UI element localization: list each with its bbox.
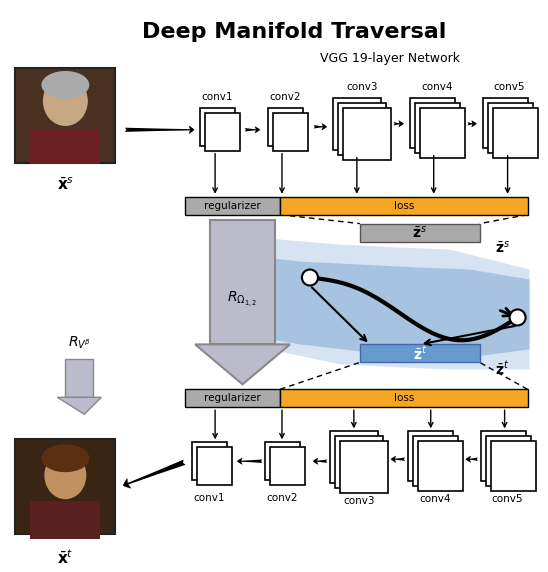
- Bar: [65, 359, 93, 398]
- Ellipse shape: [42, 444, 89, 472]
- Text: conv4: conv4: [421, 82, 453, 92]
- FancyBboxPatch shape: [483, 98, 528, 148]
- Circle shape: [302, 269, 318, 285]
- Bar: [185, 197, 280, 214]
- Text: conv5: conv5: [494, 82, 526, 92]
- FancyBboxPatch shape: [488, 103, 533, 153]
- FancyBboxPatch shape: [486, 436, 530, 486]
- FancyBboxPatch shape: [200, 108, 235, 146]
- Text: $\bar{\mathbf{x}}^t$: $\bar{\mathbf{x}}^t$: [57, 548, 73, 567]
- FancyBboxPatch shape: [330, 431, 378, 483]
- FancyBboxPatch shape: [340, 441, 388, 493]
- Text: $\bar{\mathbf{z}}^t$: $\bar{\mathbf{z}}^t$: [495, 360, 509, 377]
- Ellipse shape: [43, 76, 88, 126]
- FancyBboxPatch shape: [490, 441, 535, 491]
- Text: loss: loss: [393, 201, 414, 210]
- FancyBboxPatch shape: [360, 344, 480, 363]
- Text: conv2: conv2: [266, 493, 298, 503]
- FancyBboxPatch shape: [493, 108, 538, 158]
- Polygon shape: [195, 344, 290, 384]
- FancyBboxPatch shape: [338, 103, 386, 155]
- FancyBboxPatch shape: [360, 224, 480, 241]
- Text: loss: loss: [393, 394, 414, 403]
- FancyBboxPatch shape: [265, 442, 300, 480]
- Text: conv1: conv1: [193, 493, 225, 503]
- Text: $R_{V^{\beta}}$: $R_{V^{\beta}}$: [68, 335, 91, 351]
- Text: $\bar{\mathbf{z}}^t$: $\bar{\mathbf{z}}^t$: [413, 344, 427, 362]
- Text: $\bar{\mathbf{z}}^s$: $\bar{\mathbf{z}}^s$: [495, 240, 510, 256]
- Ellipse shape: [44, 451, 87, 499]
- FancyBboxPatch shape: [333, 98, 381, 150]
- Bar: [185, 390, 280, 407]
- Text: conv3: conv3: [343, 496, 375, 506]
- Bar: [31, 501, 100, 539]
- FancyBboxPatch shape: [192, 442, 227, 480]
- Ellipse shape: [42, 71, 89, 99]
- Text: conv2: conv2: [269, 92, 301, 102]
- Bar: [15, 439, 115, 534]
- FancyBboxPatch shape: [335, 436, 383, 488]
- Text: regularizer: regularizer: [204, 201, 260, 210]
- FancyBboxPatch shape: [205, 113, 240, 151]
- FancyBboxPatch shape: [481, 431, 526, 481]
- Polygon shape: [58, 398, 101, 414]
- Text: conv4: conv4: [419, 494, 450, 504]
- Polygon shape: [240, 255, 529, 358]
- Circle shape: [510, 309, 526, 325]
- Text: regularizer: regularizer: [204, 394, 260, 403]
- FancyBboxPatch shape: [418, 441, 463, 491]
- FancyBboxPatch shape: [343, 108, 391, 160]
- Bar: [15, 68, 115, 162]
- FancyBboxPatch shape: [413, 436, 458, 486]
- Bar: [280, 197, 528, 214]
- Text: conv5: conv5: [492, 494, 523, 504]
- FancyBboxPatch shape: [420, 108, 465, 158]
- FancyBboxPatch shape: [270, 447, 305, 485]
- Text: $\bar{\mathbf{x}}^s$: $\bar{\mathbf{x}}^s$: [56, 177, 74, 193]
- Text: Deep Manifold Traversal: Deep Manifold Traversal: [142, 22, 446, 42]
- FancyBboxPatch shape: [268, 108, 303, 146]
- Bar: [280, 390, 528, 407]
- FancyBboxPatch shape: [408, 431, 453, 481]
- Text: VGG 19-layer Network: VGG 19-layer Network: [320, 52, 460, 65]
- Polygon shape: [225, 228, 529, 370]
- FancyBboxPatch shape: [410, 98, 455, 148]
- Text: $\bar{\mathbf{z}}^s$: $\bar{\mathbf{z}}^s$: [412, 225, 427, 241]
- Bar: [31, 129, 100, 165]
- Text: conv1: conv1: [201, 92, 233, 102]
- Text: $R_{\Omega_{1,2}}$: $R_{\Omega_{1,2}}$: [227, 290, 258, 309]
- FancyBboxPatch shape: [273, 113, 308, 151]
- Text: conv3: conv3: [346, 82, 378, 92]
- Bar: [210, 220, 275, 344]
- FancyBboxPatch shape: [415, 103, 460, 153]
- FancyBboxPatch shape: [197, 447, 232, 485]
